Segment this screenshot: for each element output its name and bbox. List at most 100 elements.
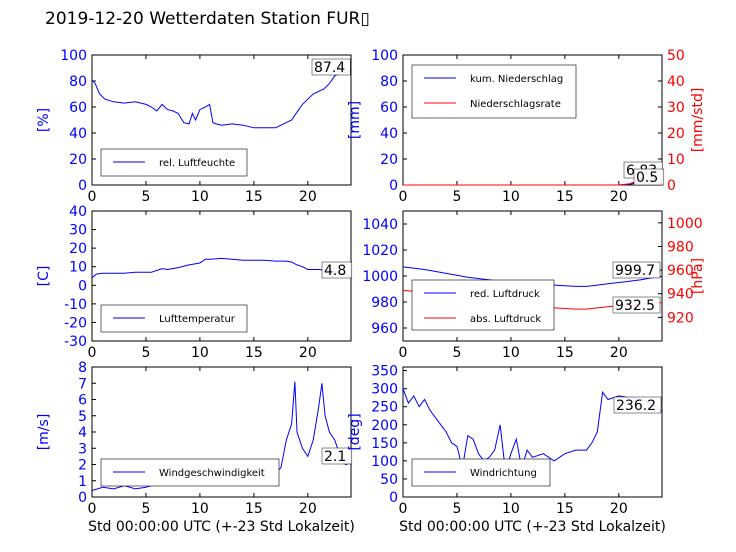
y-tick-label: 0 — [389, 178, 398, 194]
y-axis-label: [m/s] — [36, 414, 52, 451]
y-tick-label: 1020 — [362, 243, 398, 259]
annotation-value: 87.4 — [314, 60, 345, 76]
annotation-box — [321, 261, 353, 279]
legend-label: kum. Niederschlag — [470, 74, 563, 85]
plot-frame — [91, 54, 352, 186]
legend-label: Windgeschwindigkeit — [159, 468, 265, 479]
x-axis-label: Std 00:00:00 UTC (+-23 Std Lokalzeit) — [88, 519, 355, 535]
y-tick-label: 10 — [69, 260, 87, 276]
annotation-box — [633, 168, 665, 186]
x-tick-label: 5 — [141, 189, 150, 205]
y-tick-label: -30 — [64, 334, 87, 350]
y-tick-label: 60 — [380, 100, 398, 116]
x-tick-label: 20 — [299, 345, 317, 361]
x-tick-label: 20 — [610, 189, 628, 205]
x-tick-label: 10 — [191, 501, 209, 517]
y-axis-label: [C] — [36, 266, 52, 287]
annotation-box — [311, 58, 351, 76]
y-axis-label: [mm] — [347, 101, 363, 139]
y2-tick-label: 0 — [667, 178, 676, 194]
x-tick-label: 15 — [245, 189, 263, 205]
y-tick-label: 80 — [69, 74, 87, 90]
x-tick-label: 10 — [502, 501, 520, 517]
legend-label: Lufttemperatur — [159, 314, 236, 325]
annotation-value: 2.1 — [324, 449, 346, 465]
x-tick-label: 15 — [245, 345, 263, 361]
x-tick-label: 15 — [245, 501, 263, 517]
y-tick-label: -20 — [64, 315, 87, 331]
annotation-value: 999.7 — [615, 263, 655, 279]
y-tick-label: 1000 — [362, 269, 398, 285]
series-line-rel-luftfeuchte — [91, 70, 352, 129]
x-tick-label: 0 — [399, 501, 408, 517]
y-tick-label: 0 — [78, 178, 87, 194]
legend-label: Windrichtung — [470, 468, 537, 479]
y2-tick-label: 1000 — [667, 216, 703, 232]
x-tick-label: 5 — [452, 501, 461, 517]
y-tick-label: 300 — [371, 382, 398, 398]
x-tick-label: 0 — [88, 189, 97, 205]
y2-tick-label: 10 — [667, 152, 685, 168]
legend-label: red. Luftdruck — [470, 289, 540, 300]
x-tick-label: 5 — [452, 345, 461, 361]
y-tick-label: 2 — [78, 458, 87, 474]
y2-tick-label: 980 — [667, 239, 694, 255]
x-tick-label: 5 — [141, 501, 150, 517]
x-tick-label: 20 — [610, 345, 628, 361]
y2-tick-label: 40 — [667, 74, 685, 90]
annotation-box — [613, 396, 662, 414]
y-tick-label: 7 — [78, 376, 87, 392]
annotation-box — [321, 447, 353, 465]
x-tick-label: 0 — [399, 189, 408, 205]
x-tick-label: 10 — [502, 345, 520, 361]
y-tick-label: -10 — [64, 297, 87, 313]
y-tick-label: 960 — [371, 321, 398, 337]
y-tick-label: 150 — [371, 436, 398, 452]
x-tick-label: 15 — [556, 345, 574, 361]
legend-box — [411, 64, 577, 119]
legend-box — [411, 279, 555, 331]
x-tick-label: 0 — [88, 501, 97, 517]
y-tick-label: 5 — [78, 409, 87, 425]
annotation-value: 0.5 — [636, 170, 658, 186]
figure-title: 2019-12-20 Wetterdaten Station FUR▯ — [45, 9, 370, 29]
y2-tick-label: 50 — [667, 48, 685, 64]
y-tick-label: 8 — [78, 360, 87, 376]
y2-axis-label: [hPa] — [690, 258, 706, 294]
x-tick-label: 0 — [399, 345, 408, 361]
y-tick-label: 30 — [69, 223, 87, 239]
x-tick-label: 15 — [556, 189, 574, 205]
y-tick-label: 40 — [69, 204, 87, 220]
y-tick-label: 80 — [380, 74, 398, 90]
x-tick-label: 15 — [556, 501, 574, 517]
y-tick-label: 980 — [371, 295, 398, 311]
y-tick-label: 100 — [371, 454, 398, 470]
series-line-red-luftdruck — [402, 266, 663, 287]
y-tick-label: 60 — [69, 100, 87, 116]
y-tick-label: 0 — [389, 490, 398, 506]
legend-label: rel. Luftfeuchte — [159, 158, 235, 169]
y2-tick-label: 30 — [667, 100, 685, 116]
y-axis-label: [deg] — [347, 413, 363, 450]
annotation-value: 4.8 — [324, 263, 346, 279]
legend-label: Niederschlagsrate — [470, 99, 561, 110]
y2-axis-label: [mm/std] — [690, 88, 706, 153]
annotation-value: 932.5 — [615, 298, 655, 314]
y-tick-label: 200 — [371, 418, 398, 434]
y-tick-label: 250 — [371, 400, 398, 416]
y-tick-label: 40 — [380, 126, 398, 142]
series-line-kum-niederschlag — [403, 175, 663, 186]
y-tick-label: 6 — [78, 393, 87, 409]
annotation-box — [612, 296, 661, 314]
y-axis-label: [%] — [36, 108, 52, 132]
series-line-niederschlagsrate — [403, 177, 663, 186]
x-tick-label: 20 — [610, 501, 628, 517]
x-tick-label: 10 — [191, 189, 209, 205]
y-tick-label: 100 — [371, 48, 398, 64]
y-tick-label: 4 — [78, 425, 87, 441]
y-tick-label: 40 — [69, 126, 87, 142]
x-tick-label: 10 — [502, 189, 520, 205]
x-tick-label: 10 — [191, 345, 209, 361]
x-tick-label: 0 — [88, 345, 97, 361]
